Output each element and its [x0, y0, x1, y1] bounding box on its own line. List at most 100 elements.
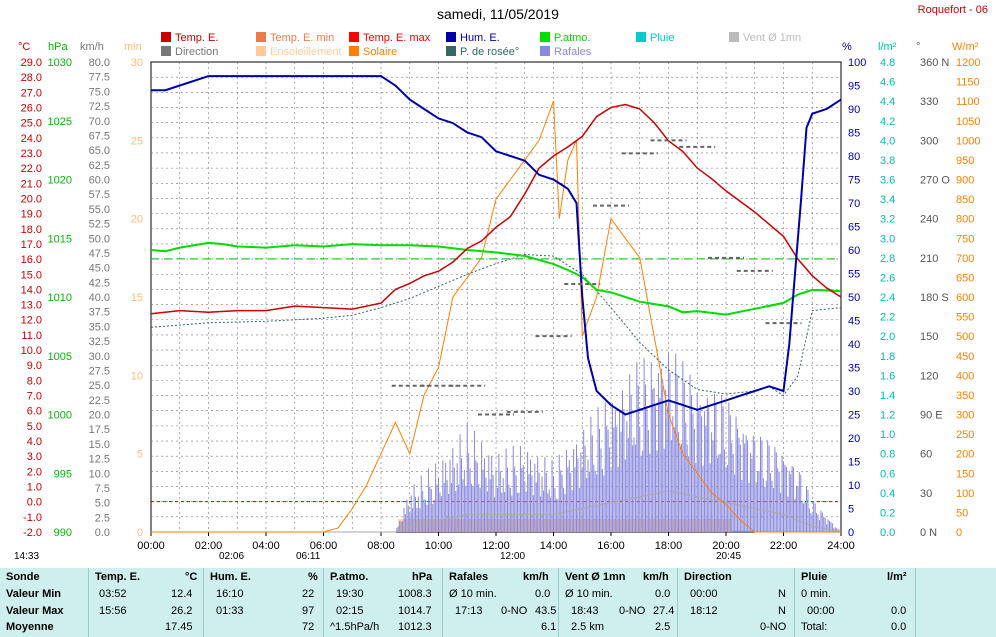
- hum-min: 22: [302, 588, 315, 600]
- wind-tick-label: 47.5: [89, 248, 110, 260]
- sun-tick-label: 0: [137, 527, 143, 539]
- temp-max: 26.2: [171, 605, 193, 617]
- legend-item: Temp. E. min: [256, 32, 334, 45]
- sun-tick-label: 10: [131, 370, 143, 382]
- wind-tick-label: 70.0: [89, 116, 110, 128]
- rain-unit: l/m²: [878, 41, 897, 53]
- rain-tick-label: 0.2: [880, 507, 895, 519]
- legend-swatch: [540, 32, 550, 42]
- wind-tick-label: 30.0: [89, 351, 110, 363]
- dir-tick-label: 30: [920, 488, 932, 500]
- time-tick-label: 10:00: [425, 540, 453, 552]
- temp-tick-label: 25.0: [21, 118, 42, 130]
- temp-tick-label: 11.0: [21, 330, 42, 342]
- hum-tick-label: 10: [848, 480, 860, 492]
- hum-tick-label: 15: [848, 457, 860, 469]
- wind-tick-label: 20.0: [89, 410, 110, 422]
- solar-tick-label: 400: [956, 370, 974, 382]
- temp-min-time: 03:52: [99, 588, 127, 600]
- wind-tick-label: 60.0: [89, 175, 110, 187]
- dir-tick-label: 150: [920, 331, 938, 343]
- wind-tick-label: 67.5: [89, 130, 110, 142]
- hum-tick-label: 100: [848, 57, 866, 69]
- pressure-tick-label: 1000: [48, 410, 72, 422]
- row-label: Moyenne: [6, 621, 54, 633]
- legend-swatch: [446, 32, 456, 42]
- hum-tick-label: 95: [848, 81, 860, 93]
- legend-item: Vent Ø 1mn: [729, 32, 801, 45]
- dir-unit: °: [916, 41, 920, 53]
- temp-tick-label: 27.0: [21, 87, 42, 99]
- time-tick-label: 12:00: [482, 540, 510, 552]
- gust-max: 43.5: [535, 605, 557, 617]
- hum-tick-label: 85: [848, 128, 860, 140]
- legend-swatch: [256, 46, 266, 56]
- rain-tick-label: 0.0: [880, 527, 895, 539]
- gust-avg: 6.1: [541, 621, 557, 633]
- rain-tick-label: 1.4: [880, 390, 895, 402]
- header-pressure-unit: hPa: [412, 571, 433, 583]
- dir-max-time: 18:12: [690, 605, 718, 617]
- wind-tick-label: 80.0: [89, 57, 110, 69]
- solar-tick-label: 150: [956, 468, 974, 480]
- solar-tick-label: 950: [956, 155, 974, 167]
- temp-max-time: 15:56: [99, 605, 127, 617]
- gust-min-note: Ø 10 min.: [449, 588, 497, 600]
- sun-tick-label: 25: [131, 135, 143, 147]
- wind-tick-label: 27.5: [89, 365, 110, 377]
- hum-tick-label: 20: [848, 433, 860, 445]
- col-gusts: Rafales km/h Ø 10 min. 0.0 17:13 0-NO 43…: [443, 568, 559, 637]
- wind-tick-label: 10.0: [89, 468, 110, 480]
- legend-item: Temp. E. max: [349, 32, 430, 45]
- rain-max-time: 00:00: [807, 605, 835, 617]
- legend-label: P.atmo.: [554, 32, 591, 44]
- solar-tick-label: 800: [956, 214, 974, 226]
- hum-tick-label: 80: [848, 151, 860, 163]
- col-rain: Pluie l/m² 0 min. 00:00 0.0 Total: 0.0: [795, 568, 916, 637]
- rain-tick-label: 2.2: [880, 312, 895, 324]
- rain-tick-label: 4.2: [880, 116, 895, 128]
- pressure-avg: 1012.3: [398, 621, 432, 633]
- solar-tick-label: 650: [956, 272, 974, 284]
- pressure-trend: ^1.5hPa/h: [330, 621, 380, 633]
- temp-tick-label: 15.0: [21, 269, 42, 281]
- temp-tick-label: 9.0: [27, 360, 42, 372]
- dir-tick-label: 240: [920, 214, 938, 226]
- solar-tick-label: 250: [956, 429, 974, 441]
- hum-tick-label: 0: [848, 527, 854, 539]
- solar-tick-label: 700: [956, 253, 974, 265]
- series-line-hum-e-: [151, 75, 842, 416]
- gusts-series: [396, 352, 841, 532]
- wind-tick-label: 5.0: [95, 498, 110, 510]
- pressure-tick-label: 1025: [48, 116, 72, 128]
- temp-tick-label: 13.0: [21, 300, 42, 312]
- legend-label: Temp. E. min: [270, 32, 335, 44]
- gust-max-time: 17:13: [455, 605, 483, 617]
- temp-tick-label: 23.0: [21, 148, 42, 160]
- solar-tick-label: 550: [956, 312, 974, 324]
- pressure-max: 1014.7: [398, 605, 432, 617]
- wind-tick-label: 77.5: [89, 72, 110, 84]
- rain-tick-label: 3.8: [880, 155, 895, 167]
- wind-tick-label: 57.5: [89, 189, 110, 201]
- temp-tick-label: 29.0: [21, 57, 42, 69]
- rain-tick-label: 2.4: [880, 292, 895, 304]
- legend-item: P. de rosée°: [446, 46, 519, 59]
- dir-tick-label: 0 N: [920, 527, 937, 539]
- col-direction: Direction 00:00 N 18:12 N 0-NO: [678, 568, 795, 637]
- chart-title: samedi, 11/05/2019: [437, 6, 559, 22]
- hum-tick-label: 30: [848, 386, 860, 398]
- legend-label: Ensoleillement: [270, 46, 342, 58]
- dir-tick-label: 120: [920, 370, 938, 382]
- wind-max-dir: 0-NO: [619, 605, 646, 617]
- wind-tick-label: 72.5: [89, 101, 110, 113]
- series-line-temp-e-: [150, 103, 842, 315]
- header-gusts-unit: km/h: [523, 571, 549, 583]
- dir-avg: 0-NO: [760, 621, 787, 633]
- wind-min-note: Ø 10 min.: [565, 588, 613, 600]
- solar-tick-label: 1000: [956, 135, 980, 147]
- hum-max: 97: [302, 605, 315, 617]
- time-tick-label: 04:00: [252, 540, 280, 552]
- rain-tick-label: 3.2: [880, 214, 895, 226]
- temp-tick-label: 12.0: [21, 315, 42, 327]
